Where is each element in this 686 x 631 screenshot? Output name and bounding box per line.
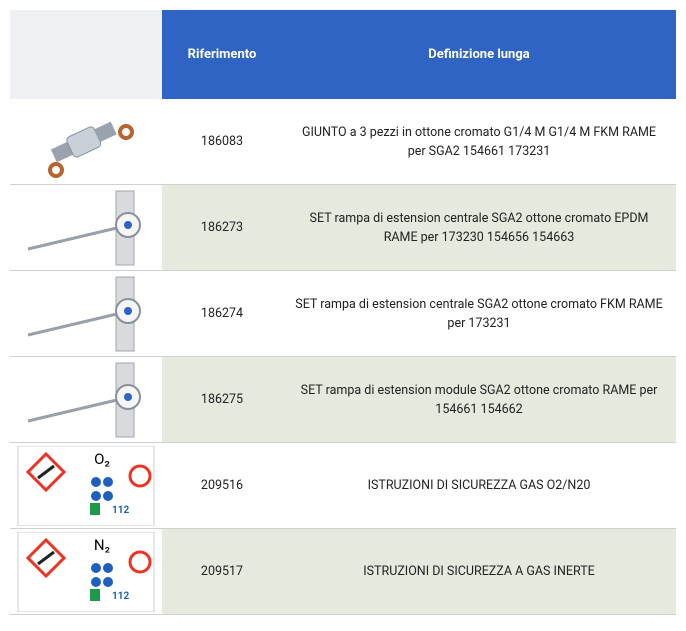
image-cell: [10, 356, 162, 443]
product-image: [27, 190, 141, 265]
sign-phone: 112: [112, 505, 129, 516]
sign-gas: O₂: [94, 450, 110, 468]
image-cell: N₂ 112: [10, 528, 162, 615]
reference-cell: 209516: [162, 442, 282, 529]
reference-cell: 209517: [162, 528, 282, 615]
header-cell: Riferimento: [162, 10, 282, 99]
description-cell: SET rampa di estension centrale SGA2 ott…: [282, 184, 676, 271]
image-cell: O₂ 112: [10, 442, 162, 529]
product-image: [48, 121, 134, 178]
sign-gas: N₂: [94, 536, 110, 554]
reference-cell: 186083: [162, 99, 282, 185]
image-cell: [10, 270, 162, 357]
image-cell: [10, 99, 162, 185]
description-cell: ISTRUZIONI DI SICUREZZA GAS O2/N20: [282, 442, 676, 529]
reference-cell: 186275: [162, 356, 282, 443]
description-cell: GIUNTO a 3 pezzi in ottone cromato G1/4 …: [282, 99, 676, 185]
header-cell: Definizione lunga: [282, 10, 676, 99]
table-row: 186273 SET rampa di estension centrale SG…: [10, 184, 676, 271]
safety-sign: N₂ 112: [17, 531, 155, 612]
product-image: [27, 362, 141, 437]
header-cell: [10, 10, 162, 99]
description-cell: SET rampa di estension module SGA2 otton…: [282, 356, 676, 443]
table-row: 186274 SET rampa di estension centrale SG…: [10, 270, 676, 357]
product-table: Riferimento Definizione lunga 186083 GIUN…: [10, 10, 676, 615]
reference-cell: 186273: [162, 184, 282, 271]
reference-cell: 186274: [162, 270, 282, 357]
table-row: 186275 SET rampa di estension module SGA2…: [10, 356, 676, 443]
header-row: Riferimento Definizione lunga: [10, 10, 676, 99]
description-cell: SET rampa di estension centrale SGA2 ott…: [282, 270, 676, 357]
description-cell: ISTRUZIONI DI SICUREZZA A GAS INERTE: [282, 528, 676, 615]
safety-sign: O₂ 112: [17, 445, 155, 526]
table-row: O₂ 112 209516 ISTRUZIONI DI SICUREZZA GAS O…: [10, 442, 676, 529]
product-image: [27, 276, 141, 351]
image-cell: [10, 184, 162, 271]
table-row: 186083 GIUNTO a 3 pezzi in ottone cromato…: [10, 99, 676, 185]
table-row: N₂ 112 209517 ISTRUZIONI DI SICUREZZA A GAS…: [10, 528, 676, 615]
sign-phone: 112: [112, 591, 129, 602]
